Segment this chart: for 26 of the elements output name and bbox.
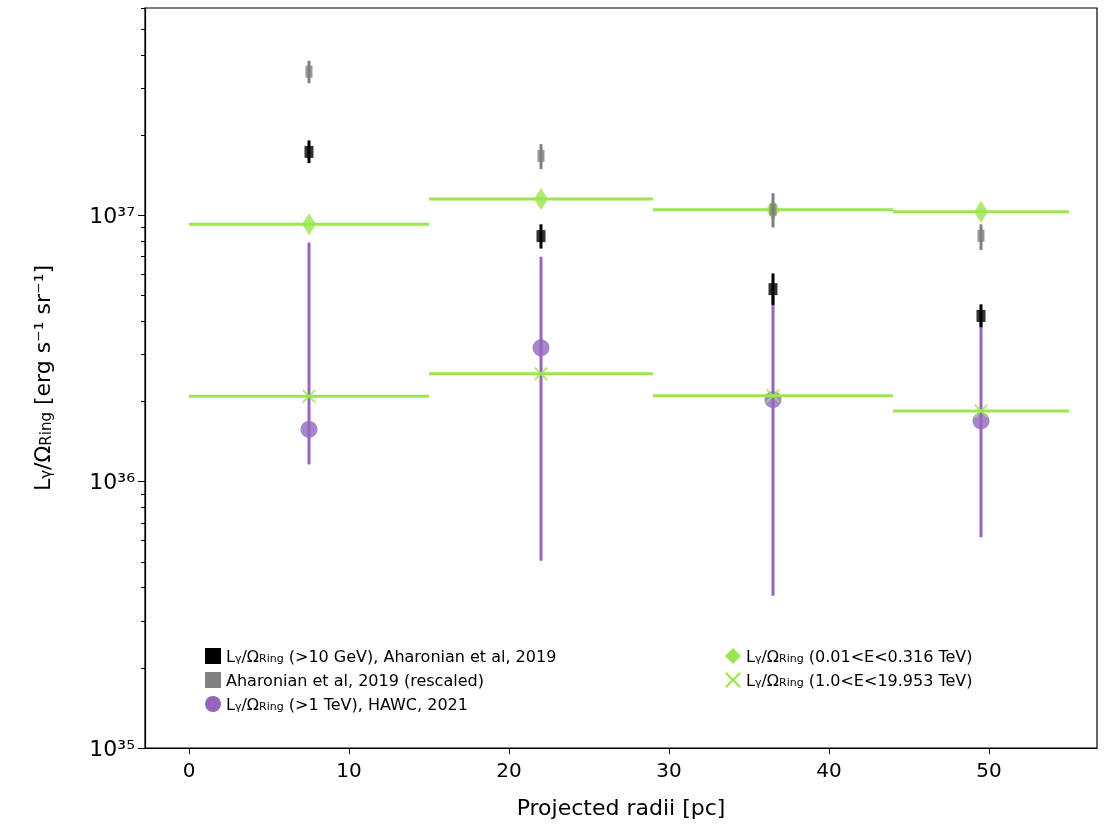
point [532, 339, 550, 357]
y-tick-label: 10³⁵ [89, 735, 135, 761]
point [534, 366, 548, 381]
x-tick-label: 0 [182, 758, 196, 782]
point [768, 283, 778, 296]
x-tick-label: 40 [816, 758, 842, 782]
legend-label: Lγ/ΩRing (1.0<E<19.953 TeV) [746, 670, 973, 690]
y-tick-label: 10³⁷ [89, 202, 135, 228]
x-tick-label: 30 [656, 758, 682, 782]
legend-label: Aharonian et al, 2019 (rescaled) [226, 670, 484, 690]
x-axis-title: Projected radii [pc] [516, 794, 726, 820]
point [766, 388, 780, 403]
point [300, 420, 318, 438]
x-tick-label: 50 [976, 758, 1002, 782]
y-axis-title: Lγ/ΩRing [erg s⁻¹ sr⁻¹] [29, 264, 55, 492]
point [974, 404, 988, 419]
point [304, 145, 314, 158]
y-tick-label: 10³⁶ [89, 469, 136, 495]
x-tick-label: 20 [496, 758, 522, 782]
point [536, 230, 546, 243]
legend-label: Lγ/ΩRing (>10 GeV), Aharonian et al, 2019 [226, 646, 557, 666]
point [302, 389, 316, 404]
legend-label: Lγ/ΩRing (>1 TeV), HAWC, 2021 [226, 694, 468, 714]
legend-label: Lγ/ΩRing (0.01<E<0.316 TeV) [746, 646, 973, 666]
x-tick-label: 10 [336, 758, 362, 782]
point [976, 309, 986, 322]
